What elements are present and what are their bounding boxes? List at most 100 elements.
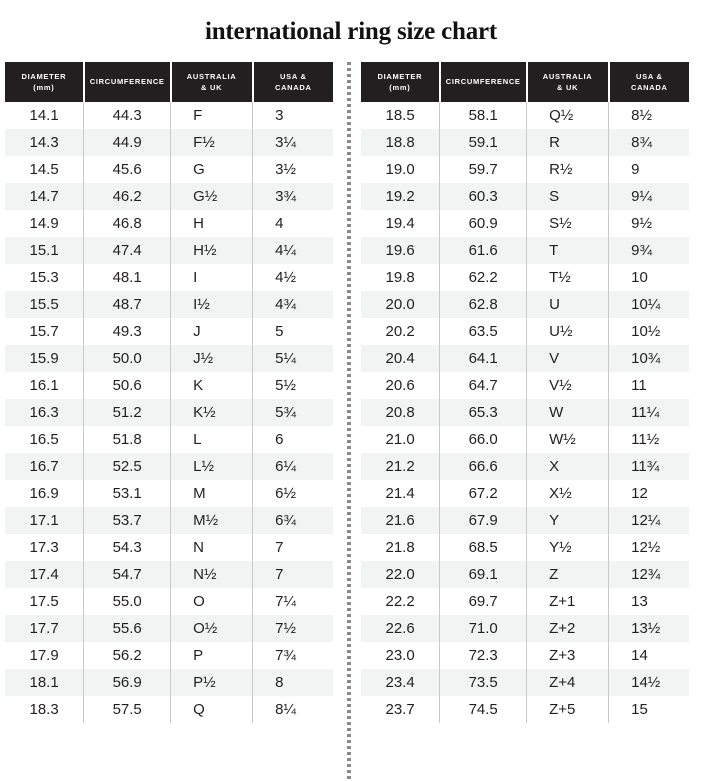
table-row: 16.7 52.5 L½ 6¼: [5, 452, 333, 480]
cell-circumference: 52.5: [83, 452, 172, 480]
cell-usa-canada: 7: [252, 533, 333, 561]
table-row: 19.2 60.3 S 9¼: [361, 182, 689, 210]
cell-circumference: 69.1: [439, 560, 528, 588]
cell-diameter: 21.2: [361, 452, 441, 480]
cell-usa-canada: 12¼: [608, 506, 689, 534]
ring-size-table-right: DIAMETER (mm) CIRCUMFERENCE AUSTRALIA & …: [361, 61, 689, 723]
cell-diameter: 15.7: [5, 317, 85, 345]
cell-usa-canada: 5: [252, 317, 333, 345]
table-row: 18.8 59.1 R 8¾: [361, 128, 689, 156]
cell-diameter: 21.0: [361, 425, 441, 453]
cell-usa-canada: 11¼: [608, 398, 689, 426]
cell-australia-uk: X½: [526, 479, 610, 507]
cell-australia-uk: R½: [526, 155, 610, 183]
table-body-right: 18.5 58.1 Q½ 8½ 18.8 59.1 R 8¾ 19.0 59.7 R½ 9 19.2 60…: [361, 101, 689, 723]
cell-circumference: 48.7: [83, 290, 172, 318]
table-row: 20.8 65.3 W 11¼: [361, 398, 689, 426]
cell-circumference: 50.6: [83, 371, 172, 399]
table-row: 14.7 46.2 G½ 3¾: [5, 182, 333, 210]
header-row: DIAMETER (mm) CIRCUMFERENCE AUSTRALIA & …: [361, 61, 689, 102]
cell-usa-canada: 5½: [252, 371, 333, 399]
cell-usa-canada: 7: [252, 560, 333, 588]
table-row: 21.0 66.0 W½ 11½: [361, 425, 689, 453]
cell-circumference: 53.7: [83, 506, 172, 534]
column-header-diameter: DIAMETER (mm): [5, 61, 85, 102]
cell-usa-canada: 9: [608, 155, 689, 183]
cell-circumference: 50.0: [83, 344, 172, 372]
column-header-circumference: CIRCUMFERENCE: [82, 61, 172, 102]
cell-diameter: 18.1: [5, 668, 85, 696]
cell-usa-canada: 6¼: [252, 452, 333, 480]
cell-australia-uk: P: [170, 641, 254, 669]
table-row: 20.2 63.5 U½ 10½: [361, 317, 689, 345]
cell-usa-canada: 4: [252, 209, 333, 237]
cell-circumference: 55.0: [83, 587, 172, 615]
column-header-sublabel: (mm): [33, 82, 55, 92]
cell-usa-canada: 14: [608, 641, 689, 669]
cell-australia-uk: W: [526, 398, 610, 426]
cell-diameter: 23.4: [361, 668, 441, 696]
cell-australia-uk: Z+2: [526, 614, 610, 642]
cell-usa-canada: 5¾: [252, 398, 333, 426]
cell-usa-canada: 3¾: [252, 182, 333, 210]
cell-diameter: 20.4: [361, 344, 441, 372]
cell-diameter: 18.8: [361, 128, 441, 156]
column-header-usa-canada: USA & CANADA: [607, 61, 689, 102]
cell-australia-uk: N½: [170, 560, 254, 588]
cell-australia-uk: W½: [526, 425, 610, 453]
table-row: 18.1 56.9 P½ 8: [5, 668, 333, 696]
table-row: 22.0 69.1 Z 12¾: [361, 560, 689, 588]
cell-australia-uk: Y½: [526, 533, 610, 561]
cell-australia-uk: G: [170, 155, 254, 183]
cell-australia-uk: K: [170, 371, 254, 399]
cell-usa-canada: 5¼: [252, 344, 333, 372]
cell-usa-canada: 12½: [608, 533, 689, 561]
table-row: 19.0 59.7 R½ 9: [361, 155, 689, 183]
column-header-sublabel: CANADA: [274, 82, 312, 92]
cell-circumference: 45.6: [83, 155, 172, 183]
table-row: 15.7 49.3 J 5: [5, 317, 333, 345]
cell-diameter: 16.9: [5, 479, 85, 507]
table-row: 17.4 54.7 N½ 7: [5, 560, 333, 588]
column-header-label: USA &: [280, 71, 307, 81]
cell-australia-uk: L: [170, 425, 254, 453]
table-row: 23.0 72.3 Z+3 14: [361, 641, 689, 669]
cell-diameter: 16.7: [5, 452, 85, 480]
cell-diameter: 21.4: [361, 479, 441, 507]
cell-usa-canada: 11½: [608, 425, 689, 453]
cell-australia-uk: Z+4: [526, 668, 610, 696]
table-row: 20.6 64.7 V½ 11: [361, 371, 689, 399]
cell-usa-canada: 14½: [608, 668, 689, 696]
table-row: 18.5 58.1 Q½ 8½: [361, 101, 689, 129]
table-row: 16.1 50.6 K 5½: [5, 371, 333, 399]
table-row: 15.1 47.4 H½ 4¼: [5, 236, 333, 264]
cell-usa-canada: 11: [608, 371, 689, 399]
table-row: 19.6 61.6 T 9¾: [361, 236, 689, 264]
cell-diameter: 17.7: [5, 614, 85, 642]
cell-circumference: 44.3: [83, 101, 172, 129]
cell-australia-uk: H: [170, 209, 254, 237]
cell-usa-canada: 4¼: [252, 236, 333, 264]
cell-diameter: 17.1: [5, 506, 85, 534]
cell-diameter: 17.5: [5, 587, 85, 615]
cell-usa-canada: 10¼: [608, 290, 689, 318]
table-row: 20.4 64.1 V 10¾: [361, 344, 689, 372]
cell-circumference: 68.5: [439, 533, 528, 561]
cell-usa-canada: 10¾: [608, 344, 689, 372]
cell-usa-canada: 7½: [252, 614, 333, 642]
cell-australia-uk: F: [170, 101, 254, 129]
cell-usa-canada: 8½: [608, 101, 689, 129]
cell-australia-uk: I½: [170, 290, 254, 318]
cell-australia-uk: M: [170, 479, 254, 507]
cell-australia-uk: J: [170, 317, 254, 345]
table-row: 23.7 74.5 Z+5 15: [361, 695, 689, 723]
cell-australia-uk: H½: [170, 236, 254, 264]
cell-usa-canada: 8¼: [252, 695, 333, 723]
column-header-sublabel: CANADA: [630, 82, 668, 92]
cell-australia-uk: O: [170, 587, 254, 615]
cell-diameter: 14.1: [5, 101, 85, 129]
cell-diameter: 20.6: [361, 371, 441, 399]
cell-circumference: 71.0: [439, 614, 528, 642]
cell-circumference: 46.2: [83, 182, 172, 210]
cell-usa-canada: 3½: [252, 155, 333, 183]
